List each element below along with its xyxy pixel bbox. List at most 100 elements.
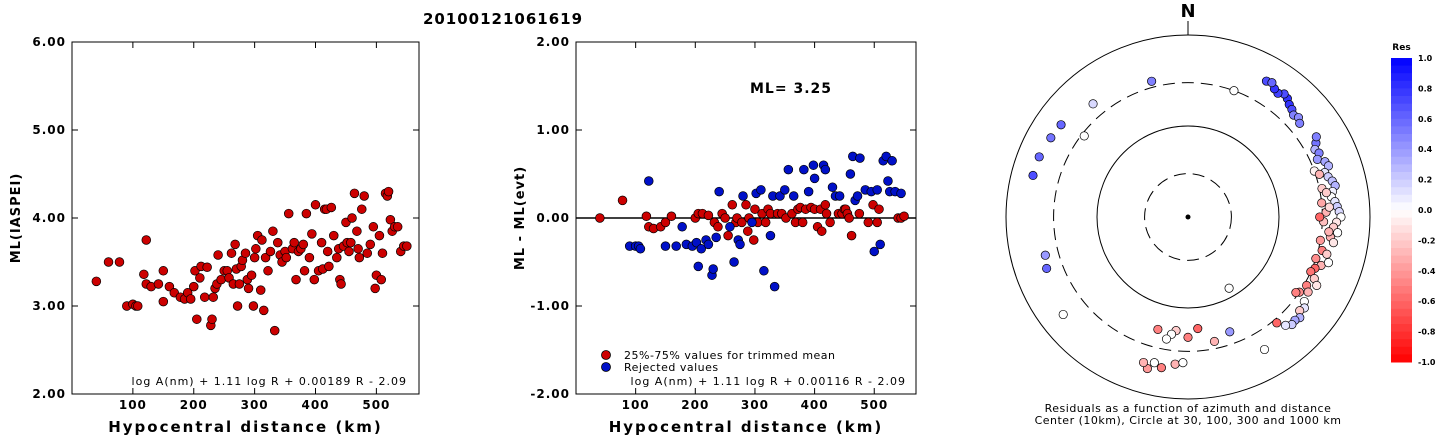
colorbar-cell: [1391, 126, 1412, 135]
station-point: [1088, 99, 1098, 109]
data-point: [385, 215, 396, 225]
station-point: [1291, 287, 1301, 298]
station-point: [1040, 250, 1050, 260]
data-point: [324, 261, 334, 272]
data-point: [743, 226, 753, 236]
data-point: [820, 164, 831, 175]
data-point: [268, 226, 278, 236]
data-point: [825, 217, 835, 228]
data-point: [759, 266, 769, 276]
y-tick-label: 2.00: [32, 387, 66, 401]
colorbar-cell: [1391, 118, 1412, 127]
left-plot-frame: [71, 41, 420, 395]
data-point: [141, 235, 152, 245]
colorbar-cell: [1391, 58, 1412, 67]
colorbar-tick-label: -0.8: [1418, 328, 1436, 337]
data-point: [357, 204, 367, 214]
data-point: [259, 305, 269, 316]
data-point: [192, 314, 202, 324]
station-point: [1042, 263, 1052, 274]
colorbar-cell: [1391, 164, 1412, 173]
data-point: [854, 208, 865, 219]
distance-ring: [1096, 125, 1280, 309]
station-point: [1311, 253, 1321, 264]
data-point: [671, 241, 681, 251]
data-point: [783, 164, 794, 175]
data-point: [727, 200, 738, 210]
x-tick-label: 100: [119, 398, 147, 412]
data-point: [269, 325, 280, 336]
data-point: [713, 222, 723, 232]
data-point: [309, 274, 320, 285]
data-point: [240, 248, 251, 258]
station-point: [1267, 78, 1277, 88]
x-tick-label: 300: [241, 398, 269, 412]
colorbar-cell: [1391, 354, 1412, 363]
station-point: [1028, 170, 1038, 181]
north-label: N: [1180, 1, 1195, 22]
station-point: [1034, 152, 1044, 162]
data-point: [263, 266, 273, 276]
data-point: [195, 273, 205, 283]
y-tick-label: 4.00: [32, 211, 66, 225]
data-point: [376, 274, 387, 285]
station-point: [1323, 161, 1334, 171]
data-point: [874, 204, 884, 214]
data-point: [226, 248, 237, 258]
data-point: [301, 208, 312, 219]
data-point: [844, 213, 854, 223]
colorbar-cell: [1391, 141, 1412, 150]
colorbar-tick-labels: 1.0 0.8 0.6 0.4 0.2 0.0 -0.2 -0.4 -0.6 -0.8 -1.0: [1418, 54, 1436, 367]
left-scatter-panel: 100 200 300 400 500 2.00 3.00 4.00 5.00 6.00 Hypo…: [9, 35, 420, 436]
data-point: [803, 186, 814, 197]
colorbar-cell: [1391, 194, 1412, 203]
colorbar-cell: [1391, 65, 1412, 74]
data-point: [347, 213, 357, 223]
x-tick-label: 100: [622, 398, 650, 412]
data-point: [281, 252, 292, 263]
data-point: [703, 239, 714, 250]
colorbar-cells: [1391, 58, 1412, 363]
colorbar-cell: [1391, 210, 1412, 219]
data-point: [114, 257, 125, 267]
distance-ring: [1144, 173, 1232, 261]
x-tick-label: 400: [301, 398, 329, 412]
data-point: [251, 244, 261, 254]
station-point: [1259, 344, 1270, 355]
x-tick-label: 500: [860, 398, 888, 412]
colorbar-tick-label: -0.6: [1418, 297, 1436, 306]
colorbar-cell: [1391, 88, 1412, 97]
data-point: [336, 279, 346, 289]
station-point: [1183, 332, 1193, 342]
data-point: [248, 301, 259, 311]
polar-caption-line-2: Center (10km), Circle at 30, 100, 300 an…: [1035, 414, 1342, 427]
colorbar-cell: [1391, 111, 1412, 120]
data-point: [354, 252, 365, 263]
data-point: [322, 246, 333, 257]
colorbar-cell: [1391, 316, 1412, 325]
station-point: [1315, 235, 1325, 245]
colorbar-tick-label: 0.8: [1418, 84, 1433, 93]
data-point: [329, 230, 339, 241]
data-point: [595, 213, 605, 223]
data-point: [249, 252, 260, 263]
data-point: [368, 222, 379, 232]
data-point: [232, 301, 243, 311]
colorbar-cell: [1391, 293, 1412, 302]
station-point: [1149, 358, 1159, 368]
data-point: [310, 200, 321, 210]
station-point: [1156, 363, 1166, 373]
data-point: [809, 173, 820, 184]
middle-x-axis-label: Hypocentral distance (km): [609, 418, 884, 436]
data-point: [769, 281, 780, 292]
colorbar-cell: [1391, 331, 1412, 340]
data-point: [875, 239, 885, 250]
colorbar-cell: [1391, 179, 1412, 188]
station-point: [1328, 238, 1339, 248]
data-point: [863, 217, 874, 228]
colorbar-cell: [1391, 103, 1412, 112]
station-point: [1056, 120, 1066, 130]
polar-caption-line-1: Residuals as a function of azimuth and d…: [1045, 402, 1332, 415]
data-point: [158, 266, 169, 276]
